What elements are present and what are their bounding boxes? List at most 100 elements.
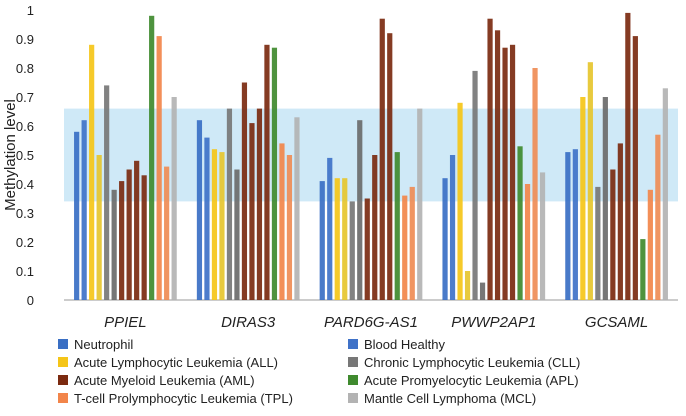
- y-axis-label: Methylation level: [2, 99, 19, 211]
- bar: [442, 178, 448, 300]
- bar: [487, 18, 493, 300]
- bar: [457, 102, 463, 300]
- bar: [89, 44, 95, 300]
- bar: [539, 172, 546, 300]
- category-label: GCSAML: [585, 314, 648, 331]
- bar: [357, 120, 363, 300]
- bar: [387, 33, 393, 300]
- y-tick-label: 0.3: [16, 206, 34, 221]
- legend-swatch: [58, 339, 68, 349]
- legend-label: Acute Myeloid Leukemia (AML): [74, 373, 255, 388]
- bar: [219, 152, 225, 300]
- legend-label: T-cell Prolymphocytic Leukemia (TPL): [74, 391, 293, 406]
- bar: [580, 97, 586, 300]
- bar: [602, 97, 608, 300]
- bar: [587, 62, 593, 301]
- bar: [364, 198, 370, 300]
- category-label: PWWP2AP1: [451, 314, 536, 331]
- bar: [319, 181, 325, 300]
- bar: [256, 108, 263, 300]
- bar: [226, 108, 233, 300]
- category-label: PPIEL: [104, 314, 147, 331]
- legend-label: Blood Healthy: [364, 337, 445, 352]
- bar: [342, 178, 348, 300]
- legend-label: Neutrophil: [74, 337, 133, 352]
- bar: [479, 282, 486, 300]
- bar: [464, 271, 471, 300]
- bar: [104, 85, 110, 301]
- bar: [617, 143, 623, 300]
- bar: [264, 44, 270, 300]
- bar: [655, 134, 661, 300]
- bar: [279, 143, 285, 300]
- bar: [81, 120, 87, 300]
- category-label: DIRAS3: [221, 314, 276, 331]
- category-label: PARD6G-AS1: [324, 314, 418, 331]
- bar: [349, 201, 355, 300]
- bar: [647, 189, 653, 300]
- bar: [271, 47, 278, 301]
- bar: [565, 152, 571, 300]
- y-tick-label: 0.7: [16, 90, 34, 105]
- bar: [472, 70, 478, 301]
- bar: [640, 239, 646, 300]
- bar: [74, 131, 80, 300]
- bar: [572, 149, 578, 300]
- bar: [610, 169, 616, 300]
- bar: [164, 166, 170, 300]
- legend-label: Chronic Lymphocytic Leukemia (CLL): [364, 355, 580, 370]
- y-tick-label: 1: [27, 3, 34, 18]
- bar: [402, 195, 408, 300]
- bar: [241, 82, 248, 300]
- bar: [409, 186, 415, 300]
- bar: [595, 186, 601, 300]
- bar: [509, 44, 516, 300]
- bar: [394, 152, 400, 300]
- y-tick-label: 0.4: [16, 177, 34, 192]
- legend-label: Acute Promyelocytic Leukemia (APL): [364, 373, 579, 388]
- bar: [286, 155, 293, 300]
- bar: [134, 160, 140, 300]
- legend-label: Mantle Cell Lymphoma (MCL): [364, 391, 536, 406]
- bar: [141, 175, 147, 300]
- bar: [156, 36, 162, 300]
- bar: [149, 15, 155, 301]
- bar: [96, 155, 102, 300]
- bar: [327, 157, 333, 300]
- bar: [334, 178, 340, 300]
- bar: [294, 117, 300, 300]
- bar: [632, 36, 638, 300]
- y-tick-label: 0: [27, 293, 34, 308]
- bar: [662, 88, 668, 300]
- bar: [211, 149, 218, 300]
- bar: [417, 108, 423, 300]
- bar: [532, 68, 538, 300]
- bar: [372, 155, 378, 300]
- y-tick-label: 0.8: [16, 61, 34, 76]
- legend-swatch: [58, 375, 68, 385]
- y-tick-label: 0.1: [16, 264, 34, 279]
- y-tick-label: 0.6: [16, 119, 34, 134]
- bar: [171, 97, 177, 300]
- y-tick-label: 0.5: [16, 148, 34, 163]
- bar: [196, 120, 203, 300]
- bar: [234, 169, 240, 300]
- bar: [524, 184, 531, 300]
- bar: [502, 47, 508, 301]
- bar: [126, 169, 132, 300]
- bar: [204, 137, 210, 300]
- legend-swatch: [58, 393, 68, 403]
- legend-swatch: [58, 357, 68, 367]
- bar: [494, 30, 501, 301]
- bar: [119, 181, 125, 300]
- legend-swatch: [348, 339, 358, 349]
- bar: [517, 146, 523, 300]
- legend-label: Acute Lymphocytic Leukemia (ALL): [74, 355, 278, 370]
- legend-swatch: [348, 357, 358, 367]
- bar: [249, 123, 255, 300]
- legend-swatch: [348, 375, 358, 385]
- bar: [449, 155, 456, 300]
- bar: [111, 189, 117, 300]
